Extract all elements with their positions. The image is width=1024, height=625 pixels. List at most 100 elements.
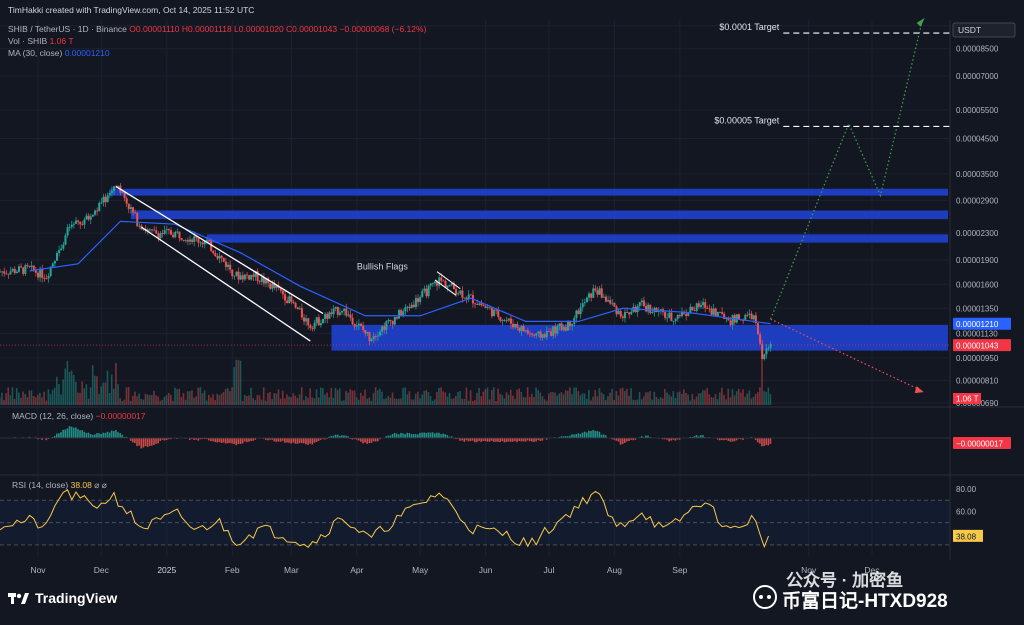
candle-body (238, 272, 240, 280)
candle-body (328, 312, 330, 318)
ma-legend[interactable]: MA (30, close) 0.00001210 (8, 48, 110, 58)
volume-bar (134, 391, 136, 405)
volume-bar (396, 399, 398, 405)
macd-bar (512, 438, 514, 442)
macd-bar (240, 438, 242, 444)
volume-bar (191, 390, 193, 405)
candle-body (476, 304, 478, 305)
candle-body (43, 278, 45, 279)
candle-body (187, 240, 189, 242)
candle-body (470, 295, 472, 296)
volume-bar (687, 395, 689, 405)
volume-bar (168, 393, 170, 405)
volume-bar (229, 391, 231, 405)
volume-bar (147, 394, 149, 405)
volume-bar (56, 377, 58, 405)
candle-body (428, 286, 430, 297)
candle-body (3, 271, 5, 273)
macd-bar (757, 438, 759, 442)
volume-legend[interactable]: Vol · SHIB 1.06 T (8, 36, 74, 46)
volume-bar (43, 392, 45, 405)
candle-body (377, 336, 379, 337)
candle-body (719, 312, 721, 313)
candle-body (7, 274, 9, 275)
candle-body (371, 339, 373, 341)
volume-bar (385, 398, 387, 405)
candle-body (609, 300, 611, 303)
candle-body (250, 275, 252, 280)
volume-bar (738, 389, 740, 405)
tradingview-logo[interactable]: TradingView (8, 590, 117, 606)
candle-body (337, 307, 339, 315)
macd-bar (221, 438, 223, 443)
candle-body (299, 308, 301, 309)
rsi-settings-icon[interactable]: ⌀ ⌀ (94, 480, 107, 490)
volume-bar (759, 387, 761, 405)
candle-body (324, 314, 326, 319)
rsi-badge: 38.08 (956, 532, 977, 541)
symbol-name[interactable]: SHIB / TetherUS · 1D · Binance (8, 24, 127, 34)
macd-bar (119, 433, 121, 438)
candle-body (318, 317, 320, 325)
candle-body (590, 294, 592, 298)
candle-body (62, 245, 64, 249)
volume-bar (449, 393, 451, 405)
candle-body (276, 286, 278, 288)
volume-bar (459, 391, 461, 405)
macd-bar (117, 432, 119, 438)
candle-body (303, 317, 305, 321)
candle-body (599, 288, 601, 294)
macd-bar (436, 433, 438, 438)
macd-bar (219, 438, 221, 442)
volume-bar (679, 392, 681, 405)
volume-bar (364, 390, 366, 405)
currency-button[interactable]: USDT (958, 25, 981, 35)
candle-body (757, 323, 759, 334)
candle-body (624, 312, 626, 318)
macd-bar (290, 438, 292, 444)
volume-bar (64, 369, 66, 405)
candle-body (35, 270, 37, 272)
time-axis-label: Jul (544, 565, 555, 575)
candle-body (673, 321, 675, 322)
candle-body (282, 291, 284, 294)
volume-bar (252, 398, 254, 405)
macd-bar (284, 438, 286, 443)
candle-body (360, 324, 362, 326)
candle-body (725, 318, 727, 319)
candle-body (457, 293, 459, 294)
watermark-handle: 币富日记-HTXD928 (782, 586, 948, 613)
macd-bar (151, 438, 153, 446)
candle-body (202, 243, 204, 245)
volume-bar (664, 389, 666, 405)
macd-bar (143, 438, 145, 448)
volume-bar (425, 390, 427, 405)
volume-bar (185, 400, 187, 405)
volume-bar (176, 389, 178, 405)
macd-bar (314, 438, 316, 443)
candle-body (540, 332, 542, 338)
macd-bar (474, 438, 476, 442)
macd-bar (597, 431, 599, 438)
volume-bar (267, 393, 269, 405)
candle-body (208, 240, 210, 241)
volume-bar (474, 400, 476, 405)
candle-body (753, 315, 755, 319)
macd-bar (409, 433, 411, 438)
macd-bar (759, 438, 761, 444)
volume-bar (208, 395, 210, 405)
rsi-legend[interactable]: RSI (14, close) 38.08 ⌀ ⌀ (12, 480, 107, 491)
volume-bar (544, 399, 546, 405)
volume-bar (438, 388, 440, 405)
macd-bar (216, 438, 218, 443)
macd-bar (307, 438, 309, 445)
candle-body (628, 312, 630, 314)
volume-bar (105, 382, 107, 405)
volume-bar (643, 396, 645, 405)
macd-legend[interactable]: MACD (12, 26, close) −0.00000017 (12, 411, 146, 421)
resistance-zone (131, 210, 948, 219)
candle-body (559, 323, 561, 326)
macd-bar (423, 433, 425, 438)
macd-bar (231, 438, 233, 443)
macd-bar (626, 438, 628, 441)
